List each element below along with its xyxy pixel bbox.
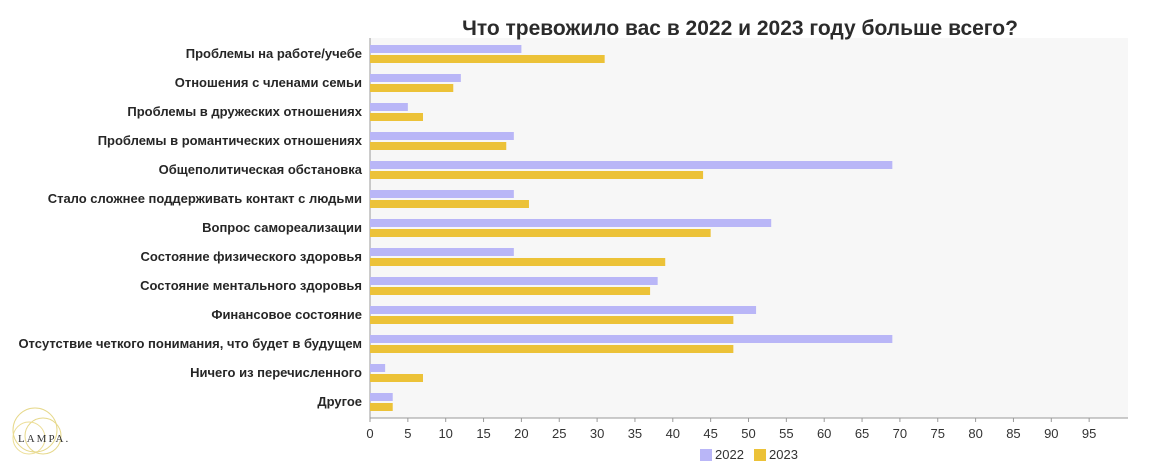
bar-2022-0: [370, 45, 522, 53]
logo-ring: [24, 417, 62, 455]
x-tick-label: 70: [893, 426, 907, 441]
category-label: Проблемы в романтических отношениях: [98, 133, 363, 148]
bar-2023-4: [370, 171, 704, 179]
category-label: Состояние ментального здоровья: [140, 278, 362, 293]
bar-2023-0: [370, 55, 605, 63]
legend-label-2023: 2023: [769, 447, 798, 462]
chart-title: Что тревожило вас в 2022 и 2023 году бол…: [462, 17, 1018, 40]
bar-2023-8: [370, 287, 651, 295]
bar-2022-11: [370, 364, 386, 372]
legend: 2022 2023: [700, 447, 798, 462]
x-tick-label: 90: [1044, 426, 1058, 441]
bar-2022-10: [370, 335, 893, 343]
x-tick-label: 60: [817, 426, 831, 441]
category-label: Ничего из перечисленного: [190, 365, 362, 380]
bar-2022-1: [370, 74, 461, 82]
x-tick-label: 5: [404, 426, 411, 441]
x-tick-label: 40: [666, 426, 680, 441]
bar-2023-6: [370, 229, 711, 237]
bar-2023-7: [370, 258, 666, 266]
category-label: Отношения с членами семьи: [175, 75, 362, 90]
x-tick-label: 20: [514, 426, 528, 441]
bars: [370, 45, 893, 411]
legend-swatch-2023: [754, 449, 766, 461]
category-label: Общеполитическая обстановка: [159, 162, 363, 177]
x-tick-label: 10: [438, 426, 452, 441]
bar-2022-8: [370, 277, 658, 285]
bar-2023-11: [370, 374, 423, 382]
x-tick-label: 0: [366, 426, 373, 441]
category-label: Вопрос самореализации: [202, 220, 362, 235]
logo-ring: [12, 407, 58, 453]
bar-2023-3: [370, 142, 507, 150]
x-tick-label: 45: [703, 426, 717, 441]
bar-2022-7: [370, 248, 514, 256]
bar-2023-10: [370, 345, 734, 353]
x-tick-label: 55: [779, 426, 793, 441]
category-label: Другое: [317, 394, 362, 409]
bar-2023-2: [370, 113, 423, 121]
x-tick-label: 25: [552, 426, 566, 441]
x-tick-label: 75: [931, 426, 945, 441]
plot-area: [370, 38, 1128, 418]
bar-2023-9: [370, 316, 734, 324]
x-tick-label: 85: [1006, 426, 1020, 441]
bar-2023-5: [370, 200, 529, 208]
category-label: Проблемы в дружеских отношениях: [127, 104, 362, 119]
x-tick-label: 35: [628, 426, 642, 441]
category-labels: Проблемы на работе/учебе Отношения с член…: [18, 46, 362, 409]
x-tick-label: 95: [1082, 426, 1096, 441]
x-tick-label: 15: [476, 426, 490, 441]
bar-2022-4: [370, 161, 893, 169]
bar-2022-6: [370, 219, 772, 227]
legend-swatch-2022: [700, 449, 712, 461]
logo-ring: [12, 421, 46, 455]
bar-2022-3: [370, 132, 514, 140]
x-tick-label: 50: [741, 426, 755, 441]
bar-2023-1: [370, 84, 454, 92]
bar-2022-2: [370, 103, 408, 111]
x-tick-label: 30: [590, 426, 604, 441]
bar-2022-5: [370, 190, 514, 198]
category-label: Отсутствие четкого понимания, что будет …: [18, 336, 362, 351]
legend-label-2022: 2022: [715, 447, 744, 462]
x-tick-label: 80: [968, 426, 982, 441]
category-label: Стало сложнее поддерживать контакт с люд…: [48, 191, 362, 206]
category-label: Проблемы на работе/учебе: [186, 46, 362, 61]
lampa-logo: LAMPA.: [12, 407, 70, 455]
logo-text: LAMPA.: [18, 433, 70, 445]
x-ticks: 0 5 10 15 20 25 30 35 40 45 50 55 60 65 70 75 80 85 90 95: [366, 418, 1096, 441]
category-label: Состояние физического здоровья: [141, 249, 362, 264]
bar-2022-12: [370, 393, 393, 401]
bar-2022-9: [370, 306, 757, 314]
x-tick-label: 65: [855, 426, 869, 441]
bar-2023-12: [370, 403, 393, 411]
category-label: Финансовое состояние: [211, 307, 362, 322]
